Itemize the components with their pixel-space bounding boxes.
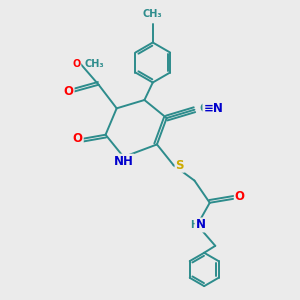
Text: H: H [190, 220, 198, 230]
Text: C: C [200, 102, 208, 115]
Text: ≡N: ≡N [203, 102, 223, 115]
Text: CH₃: CH₃ [85, 59, 104, 69]
Text: O: O [73, 132, 83, 146]
Text: O: O [64, 85, 74, 98]
Text: O: O [72, 59, 80, 69]
Text: S: S [176, 159, 184, 172]
Text: O: O [235, 190, 245, 203]
Text: N: N [196, 218, 206, 232]
Text: CH₃: CH₃ [143, 9, 163, 19]
Text: NH: NH [114, 154, 134, 168]
